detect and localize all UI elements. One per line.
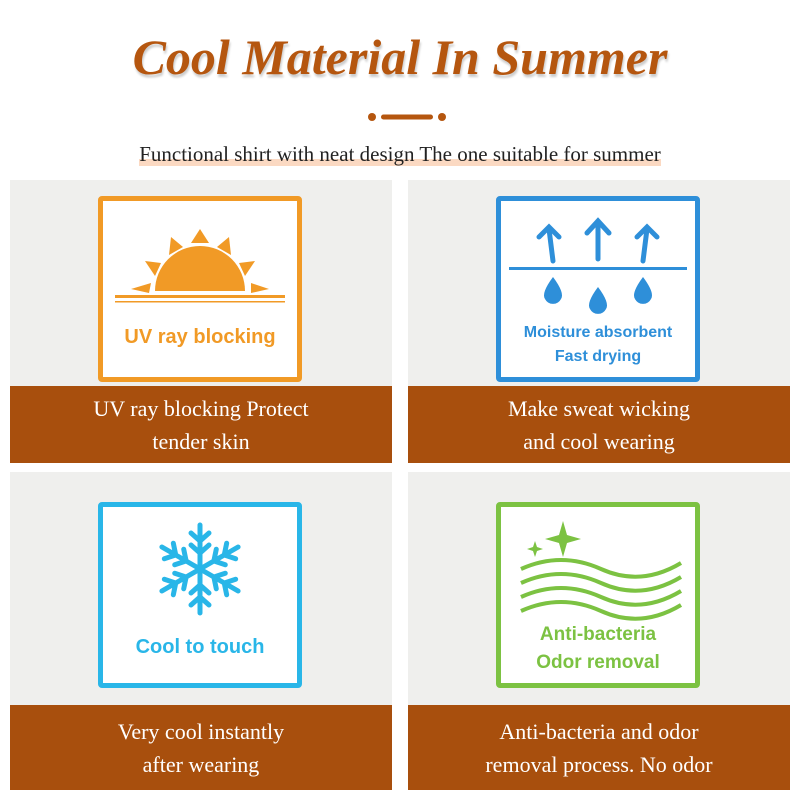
moisture-badge-label: Moisture absorbent Fast drying <box>523 324 673 365</box>
uv-badge-label: UV ray blocking <box>124 326 276 348</box>
antibacteria-badge-label: Anti-bacteria Odor removal <box>536 624 660 673</box>
cool-badge-label: Cool to touch <box>135 636 265 658</box>
subtitle: Functional shirt with neat design The on… <box>139 142 661 166</box>
feature-panel-moisture: Moisture absorbent Fast drying Make sweat… <box>408 180 790 463</box>
feature-caption: UV ray blocking Protect tender skin <box>10 386 392 463</box>
feature-panel-cool: Cool to touch Very cool instantly after w… <box>10 472 392 790</box>
waves-sparkle-icon <box>520 521 683 621</box>
snowflake-icon <box>103 522 297 683</box>
feature-caption: Make sweat wicking and cool wearing <box>408 386 790 463</box>
page-title: Cool Material In Summer <box>132 29 668 85</box>
moisture-badge: Moisture absorbent Fast drying <box>496 196 700 382</box>
moisture-icon <box>509 217 687 314</box>
uv-badge: UV ray blocking <box>98 196 302 382</box>
cool-badge: Cool to touch <box>98 502 302 688</box>
feature-panel-antibacteria: Anti-bacteria Odor removal Anti-bacteria … <box>408 472 790 790</box>
feature-panel-uv: UV ray blocking UV ray blocking Protect t… <box>10 180 392 463</box>
feature-caption: Anti-bacteria and odor removal process. N… <box>408 705 790 790</box>
antibacteria-badge: Anti-bacteria Odor removal <box>496 502 700 688</box>
divider-ornament <box>368 113 446 121</box>
sun-icon <box>115 229 285 303</box>
feature-caption: Very cool instantly after wearing <box>10 705 392 790</box>
